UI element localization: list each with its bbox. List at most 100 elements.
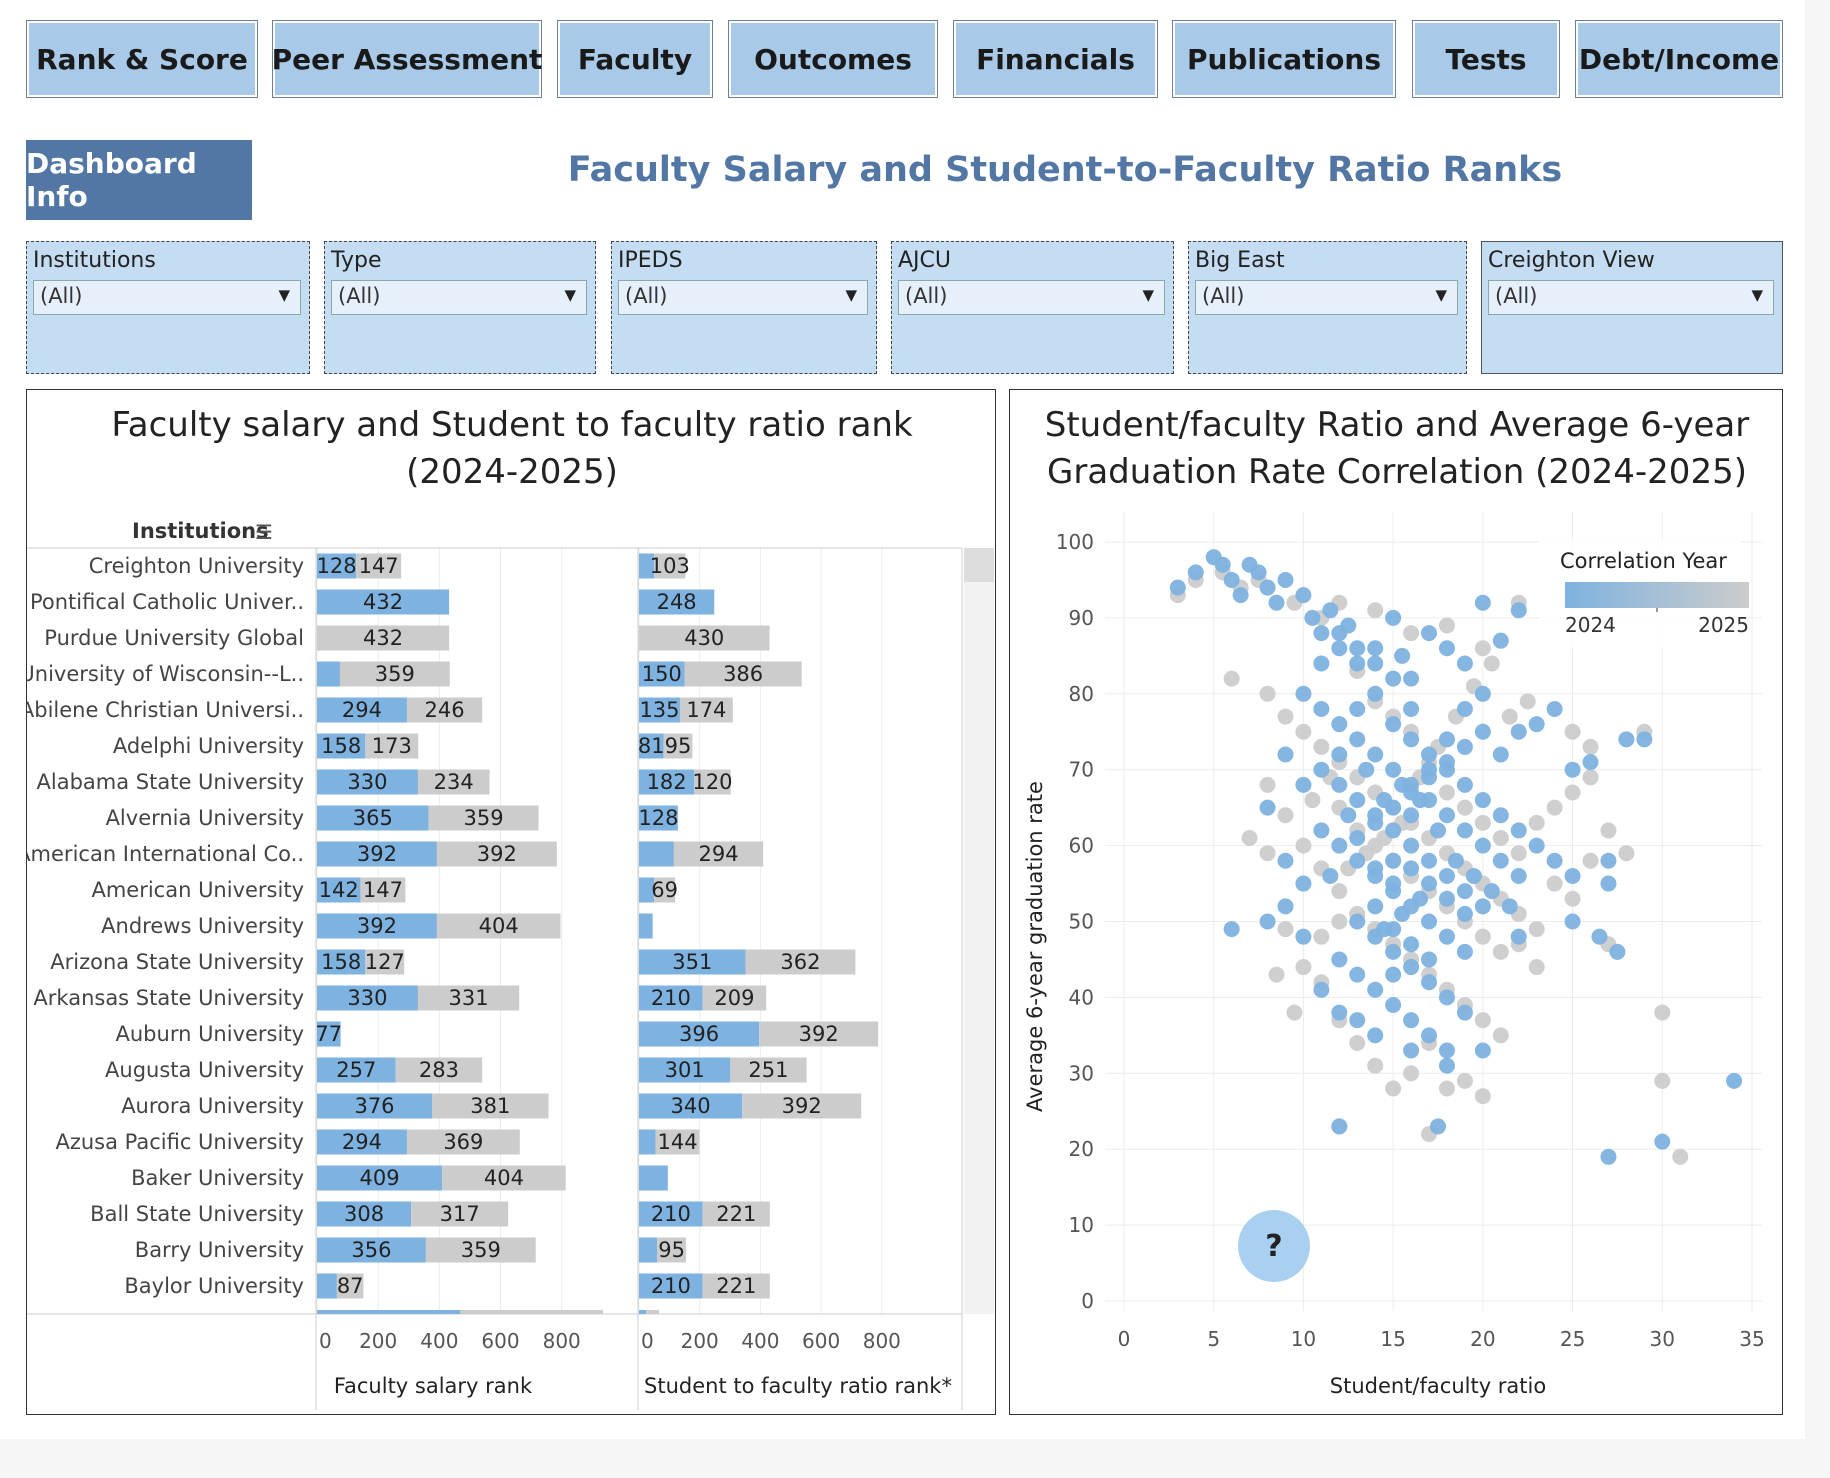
bar-value-label: 356 — [351, 1238, 391, 1262]
filter-dropdown[interactable]: (All) ▼ — [1488, 280, 1774, 315]
point-2024 — [1456, 738, 1473, 755]
nav-button-peer-assessment[interactable]: Peer Assessment — [272, 20, 542, 98]
point-2025 — [1618, 845, 1635, 862]
bar-value-label: 301 — [665, 1058, 705, 1082]
point-2024 — [1582, 754, 1599, 771]
point-2024 — [1394, 647, 1411, 664]
point-2024 — [1600, 875, 1617, 892]
filter-creighton-view: Creighton View (All) ▼ — [1481, 241, 1783, 374]
point-2024 — [1349, 913, 1366, 930]
row-label: University of Wisconsin--L.. — [27, 662, 304, 686]
nav-button-financials[interactable]: Financials — [953, 20, 1158, 98]
point-2024 — [1456, 776, 1473, 793]
nav-button-faculty[interactable]: Faculty — [557, 20, 713, 98]
bar-value-label: 69 — [651, 878, 678, 902]
help-button[interactable]: ? — [1238, 1210, 1310, 1282]
x-tick-label: 0 — [319, 1329, 332, 1353]
filter-dropdown[interactable]: (All) ▼ — [331, 280, 587, 315]
bar-2025 — [702, 985, 767, 1011]
bar-2024 — [317, 913, 437, 939]
nav-button-tests[interactable]: Tests — [1412, 20, 1560, 98]
y-tick-label: 50 — [1069, 910, 1094, 934]
point-2025 — [1600, 822, 1617, 839]
point-2025 — [1492, 943, 1509, 960]
point-2025 — [1564, 784, 1581, 801]
point-2024 — [1295, 928, 1312, 945]
nav-button-publications[interactable]: Publications — [1172, 20, 1396, 98]
point-2024 — [1403, 670, 1420, 687]
row-label: Baker University — [131, 1166, 304, 1190]
filter-dropdown[interactable]: (All) ▼ — [33, 280, 301, 315]
nav-button-outcomes[interactable]: Outcomes — [728, 20, 938, 98]
nav-button-debt-income[interactable]: Debt/Income — [1575, 20, 1783, 98]
point-2024 — [1367, 814, 1384, 831]
filter-dropdown[interactable]: (All) ▼ — [618, 280, 868, 315]
point-2024 — [1438, 928, 1455, 945]
row-label: Baylor University — [124, 1274, 304, 1298]
x-tick-label: 800 — [863, 1329, 901, 1353]
bar-2024 — [317, 1310, 460, 1314]
bar-2024 — [317, 661, 340, 687]
legend-title: Correlation Year — [1560, 549, 1727, 573]
filter-institutions: Institutions (All) ▼ — [26, 241, 310, 374]
bar-2024 — [639, 553, 655, 579]
bar-value-label: 128 — [317, 554, 357, 578]
x-tick-label: 35 — [1739, 1327, 1764, 1351]
point-2025 — [1277, 921, 1294, 938]
point-2024 — [1385, 799, 1402, 816]
point-2025 — [1438, 784, 1455, 801]
x-tick-label: 25 — [1560, 1327, 1585, 1351]
point-2024 — [1313, 761, 1330, 778]
point-2024 — [1726, 1072, 1743, 1089]
point-2024 — [1259, 799, 1276, 816]
point-2024 — [1421, 875, 1438, 892]
point-2024 — [1367, 640, 1384, 657]
point-2024 — [1349, 830, 1366, 847]
bar-2025 — [730, 1057, 807, 1083]
nav-button-rank-score[interactable]: Rank & Score — [26, 20, 258, 98]
bar-2024 — [639, 805, 678, 831]
point-2024 — [1438, 731, 1455, 748]
point-2025 — [1277, 807, 1294, 824]
filter-value: (All) — [338, 284, 381, 308]
bar-value-label: 144 — [658, 1130, 698, 1154]
y-tick-label: 40 — [1069, 985, 1094, 1009]
bar-2025 — [694, 769, 731, 795]
row-label: Barry University — [135, 1238, 304, 1262]
point-2024 — [1367, 685, 1384, 702]
filter-dropdown[interactable]: (All) ▼ — [898, 280, 1165, 315]
x-tick-label: 600 — [481, 1329, 519, 1353]
point-2024 — [1421, 625, 1438, 642]
point-2025 — [1582, 852, 1599, 869]
x-tick-label: 5 — [1207, 1327, 1220, 1351]
point-2024 — [1438, 1057, 1455, 1074]
x-tick-label: 400 — [741, 1329, 779, 1353]
point-2024 — [1313, 700, 1330, 717]
bar-2025 — [702, 1273, 770, 1299]
bar-value-label: 135 — [639, 698, 679, 722]
bar-value-label: 359 — [464, 806, 504, 830]
bar-value-label: 221 — [716, 1202, 756, 1226]
point-2024 — [1403, 807, 1420, 824]
y-axis-title: Average 6-year graduation rate — [1023, 781, 1047, 1112]
bar-2024 — [317, 1093, 433, 1119]
bar-2025 — [646, 1310, 659, 1314]
dropdown-arrow-icon: ▼ — [845, 286, 857, 304]
bar-2025 — [663, 733, 693, 759]
point-2024 — [1250, 564, 1267, 581]
bar-value-label: 81 — [638, 734, 665, 758]
bar-value-label: 392 — [357, 842, 397, 866]
filter-value: (All) — [1495, 284, 1538, 308]
filter-dropdown[interactable]: (All) ▼ — [1195, 280, 1458, 315]
dashboard-info-button[interactable]: Dashboard Info — [26, 140, 252, 220]
bar-2024 — [639, 1021, 760, 1047]
point-2024 — [1331, 1118, 1348, 1135]
bar-2025 — [654, 553, 686, 579]
bar-chart-title: Faculty salary and Student to faculty ra… — [111, 405, 913, 492]
point-2025 — [1672, 1148, 1689, 1165]
point-2024 — [1456, 943, 1473, 960]
bar-value-label: 392 — [477, 842, 517, 866]
bar-2025 — [673, 841, 764, 867]
scrollbar-thumb — [964, 548, 994, 582]
x-tick-label: 400 — [420, 1329, 458, 1353]
